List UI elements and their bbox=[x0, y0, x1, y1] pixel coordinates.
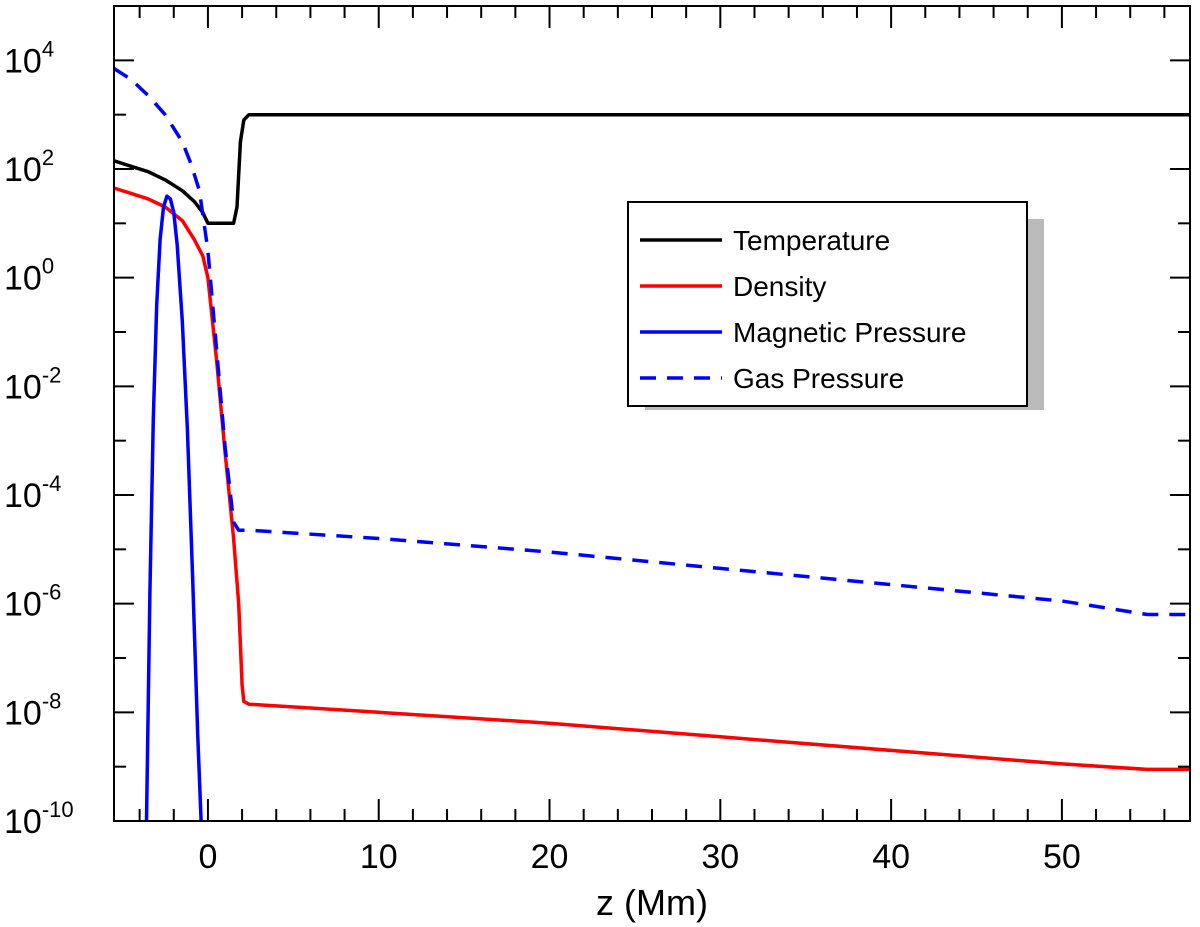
legend-items: Temperature Density Magnetic Pressure Gas P… bbox=[640, 225, 966, 394]
y-tick-label: 10-6 bbox=[4, 580, 61, 624]
y-tick-label: 10-4 bbox=[4, 471, 61, 515]
series-layer bbox=[114, 67, 1190, 821]
legend-label-magnetic-pressure: Magnetic Pressure bbox=[733, 317, 966, 348]
tick-layer bbox=[114, 5, 1190, 822]
legend-label-density: Density bbox=[733, 271, 826, 302]
label-layer: 0 10 20 30 40 50 10-10 10-8 10-6 10-4 10-2 100 102 10… bbox=[4, 36, 1081, 876]
x-tick-label: 40 bbox=[872, 838, 910, 876]
x-axis-title: z (Mm) bbox=[596, 882, 708, 923]
plot-frame bbox=[113, 5, 1191, 822]
legend-label-temperature: Temperature bbox=[733, 225, 890, 256]
y-tick-label: 104 bbox=[4, 36, 54, 80]
series-line-magnetic-pressure bbox=[144, 194, 203, 821]
legend-box bbox=[627, 201, 1028, 407]
y-tick-label: 10-2 bbox=[4, 362, 61, 406]
x-tick-label: 0 bbox=[198, 838, 217, 876]
x-tick-label: 50 bbox=[1043, 838, 1081, 876]
x-tick-label: 30 bbox=[701, 838, 739, 876]
series-line-gas-pressure bbox=[114, 67, 1190, 617]
series-line-temperature bbox=[114, 112, 1190, 226]
x-tick-label: 10 bbox=[360, 838, 398, 876]
x-tick-label: 20 bbox=[531, 838, 569, 876]
y-tick-label: 102 bbox=[4, 145, 54, 189]
y-tick-label: 10-8 bbox=[4, 688, 61, 732]
legend-label-gas-pressure: Gas Pressure bbox=[733, 363, 904, 394]
y-tick-label: 100 bbox=[4, 254, 54, 298]
legend: Temperature Density Magnetic Pressure Gas P… bbox=[627, 201, 1044, 410]
y-tick-label: 10-10 bbox=[4, 797, 74, 841]
